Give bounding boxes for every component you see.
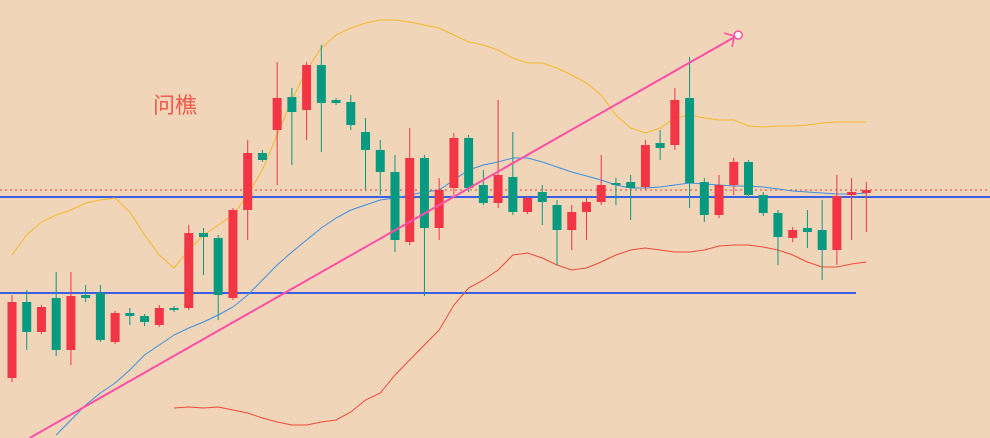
candle-body [626, 182, 636, 188]
candle-body [655, 143, 665, 148]
candle-body [361, 132, 371, 150]
trend-line [29, 34, 739, 438]
candle-body [581, 202, 591, 212]
candle-body [390, 172, 400, 240]
trend-arrow [723, 32, 736, 48]
candle-body [640, 145, 650, 187]
candle-body [464, 138, 474, 188]
candle-body [788, 230, 798, 238]
candle-body [7, 302, 17, 378]
candle-body [243, 153, 253, 210]
candle-body [802, 228, 812, 232]
candle-body [125, 313, 135, 316]
candle-body [847, 192, 857, 195]
candle-body [685, 98, 695, 183]
candle-body [375, 150, 385, 172]
candle-body [51, 298, 61, 350]
candle-body [537, 192, 547, 202]
candle-body [478, 185, 488, 203]
candle-body [346, 102, 356, 125]
candle-body [611, 183, 621, 185]
candle-body [22, 302, 32, 332]
indicator-line [173, 244, 867, 426]
candle-body [405, 158, 415, 242]
chart-title: 问樵 [153, 94, 197, 119]
candle-body [817, 230, 827, 250]
candle-body [169, 308, 179, 310]
candle-body [272, 98, 282, 130]
candle-body [154, 308, 164, 325]
candle-body [184, 233, 194, 308]
candle-body [523, 198, 533, 212]
candle-body [861, 190, 871, 193]
candle-body [729, 162, 739, 185]
candle-body [213, 238, 223, 295]
candle-body [228, 210, 238, 298]
candle-body [81, 295, 91, 298]
candle-body [257, 153, 267, 160]
candle-body [758, 195, 768, 213]
candle-body [331, 100, 341, 103]
candle-body [316, 65, 326, 103]
candle-body [567, 212, 577, 230]
candle-body [287, 97, 297, 112]
candle-body [670, 100, 680, 145]
candle-body [773, 213, 783, 237]
candle-body [140, 316, 150, 322]
candle-body [596, 185, 606, 202]
candle-body [302, 65, 312, 110]
candle-body [449, 138, 459, 188]
candle-body [493, 175, 503, 203]
candle-body [744, 162, 753, 195]
candle-body [434, 190, 444, 228]
candle-body [714, 185, 724, 215]
candle-body [832, 196, 842, 250]
candle-body [552, 205, 562, 230]
candle-body [419, 158, 429, 228]
indicator-line [55, 157, 867, 436]
candle-body [95, 293, 105, 340]
candle-body [110, 313, 120, 342]
indicator-line [11, 19, 867, 269]
candle-body [66, 296, 76, 350]
candle-body [699, 182, 709, 215]
candle-body [508, 177, 518, 212]
trend-handle [733, 30, 743, 40]
candle-body [198, 233, 208, 237]
candle-body [36, 307, 46, 332]
